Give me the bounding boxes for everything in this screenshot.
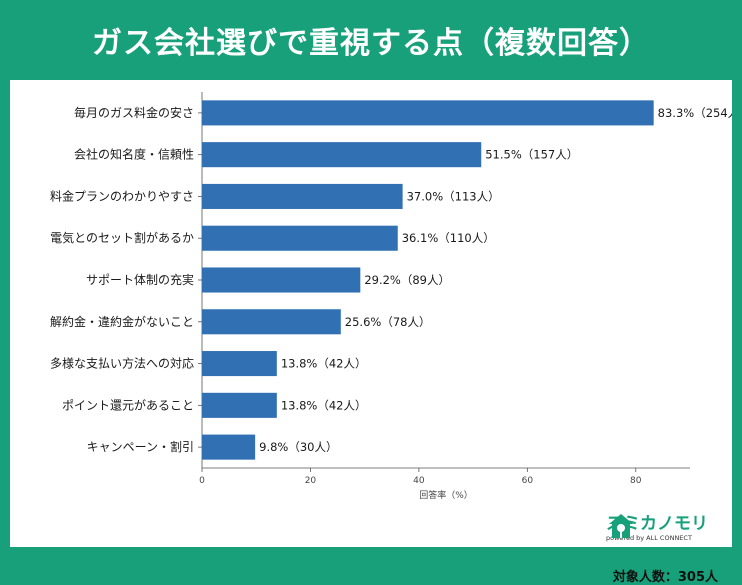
x-tick-label-80: 80 [630,476,642,486]
house-tree-icon [609,514,633,538]
logo-name: スミカノモリ [606,514,708,535]
data-label-8: 13.8%（42人） [281,398,367,412]
page-title: ガス会社選びで重視する点（複数回答） [92,26,650,61]
category-label-8: ポイント還元があること [62,397,194,412]
bar-4 [202,225,398,251]
data-label-9: 9.8%（30人） [259,440,337,454]
data-label-2: 51.5%（157人） [485,148,578,162]
bar-8 [202,392,277,418]
respondent-count: 対象人数：305人 [612,570,718,585]
x-tick-label-20: 20 [305,476,317,486]
data-label-1: 83.3%（254人） [658,106,732,120]
data-label-5: 29.2%（89人） [364,273,450,287]
category-label-4: 電気とのセット割があるか [50,230,194,245]
category-label-7: 多様な支払い方法への対応 [50,356,194,371]
bar-5 [202,267,361,293]
bar-6 [202,309,341,335]
chart-panel: 毎月のガス料金の安さ 83.3%（254人） 会社の知名度・信頼性 51.5%（157… [10,80,732,585]
bar-7 [202,351,277,377]
category-label-3: 料金プランのわかりやすさ [50,188,194,203]
category-label-6: 解約金・違約金がないこと [50,314,194,329]
category-label-5: サポート体制の充実 [86,272,194,287]
data-label-4: 36.1%（110人） [402,231,495,245]
bar-1 [202,100,654,126]
category-label-9: キャンペーン・割引 [87,439,194,454]
data-label-6: 25.6%（78人） [345,315,431,329]
logo-powered-by: powered by ALL CONNECT [606,534,692,543]
brand-logo: スミカノモリ powered by ALL CONNECT [606,511,732,547]
x-tick-label-0: 0 [199,476,205,486]
bar-chart: 毎月のガス料金の安さ 83.3%（254人） 会社の知名度・信頼性 51.5%（157… [50,92,732,501]
x-tick-label-40: 40 [413,476,425,486]
data-label-3: 37.0%（113人） [407,189,500,203]
bar-3 [202,183,403,209]
x-axis-title: 回答率（%） [419,489,473,501]
category-label-2: 会社の知名度・信頼性 [74,147,194,162]
bar-9 [202,434,256,460]
x-tick-label-60: 60 [522,476,534,486]
category-label-1: 毎月のガス料金の安さ [74,105,194,120]
data-label-7: 13.8%（42人） [281,357,367,371]
bar-2 [202,142,482,168]
